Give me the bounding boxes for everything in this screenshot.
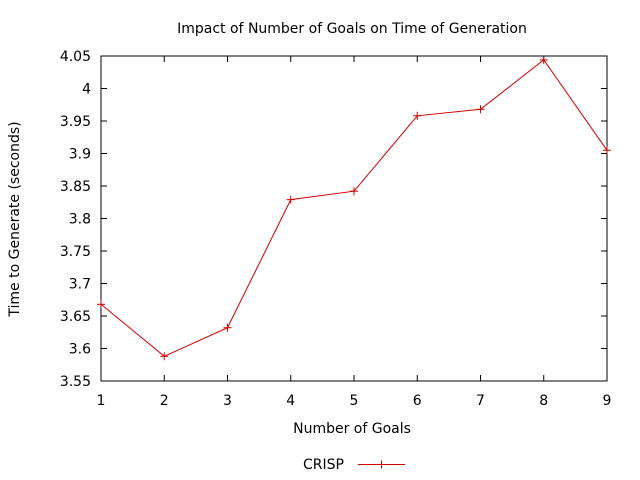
y-tick-label: 3.75 [60, 244, 91, 260]
y-tick-label: 3.9 [69, 147, 91, 163]
series-line-crisp [100, 59, 608, 357]
series-layer [97, 55, 611, 361]
y-tick-label: 3.8 [69, 212, 91, 228]
data-point [350, 187, 358, 196]
y-tick-label: 3.65 [60, 309, 91, 325]
legend: CRISP [303, 457, 405, 473]
legend-plus-marker [377, 460, 386, 469]
x-tick-label: 6 [413, 393, 422, 409]
y-tick-label: 3.95 [60, 114, 91, 130]
data-point [413, 111, 422, 120]
y-axis-label: Time to Generate (seconds) [7, 121, 23, 317]
data-point [476, 105, 485, 114]
x-axis: 1 2 3 4 5 6 7 8 9 [97, 56, 612, 409]
y-tick-label: 3.6 [69, 342, 91, 358]
data-point [160, 352, 169, 361]
x-tick-label: 2 [160, 393, 169, 409]
x-tick-label: 4 [286, 393, 295, 409]
y-tick-label: 4.05 [60, 49, 91, 65]
x-tick-label: 1 [97, 393, 106, 409]
y-tick-label: 3.55 [60, 374, 91, 390]
data-point [286, 195, 295, 204]
y-axis: 3.55 3.6 3.65 3.7 3.75 3.8 3.85 3.9 3.95 4 4.05 [60, 49, 607, 390]
y-tick-label: 3.85 [60, 179, 91, 195]
y-tick-label: 3.7 [69, 277, 91, 293]
data-point [539, 55, 548, 64]
chart-title: Impact of Number of Goals on Time of Gen… [177, 21, 527, 37]
x-tick-label: 8 [539, 393, 548, 409]
data-point [97, 300, 105, 309]
legend-marker-crisp [377, 460, 386, 469]
plot-frame [100, 55, 608, 382]
legend-label-crisp: CRISP [303, 457, 344, 473]
data-point [223, 323, 232, 332]
x-tick-label: 7 [476, 393, 485, 409]
x-tick-label: 3 [223, 393, 232, 409]
y-tick-label: 4 [82, 82, 91, 98]
x-tick-label: 5 [350, 393, 359, 409]
data-point [603, 146, 611, 155]
x-axis-label: Number of Goals [293, 421, 411, 437]
x-tick-label: 9 [603, 393, 612, 409]
